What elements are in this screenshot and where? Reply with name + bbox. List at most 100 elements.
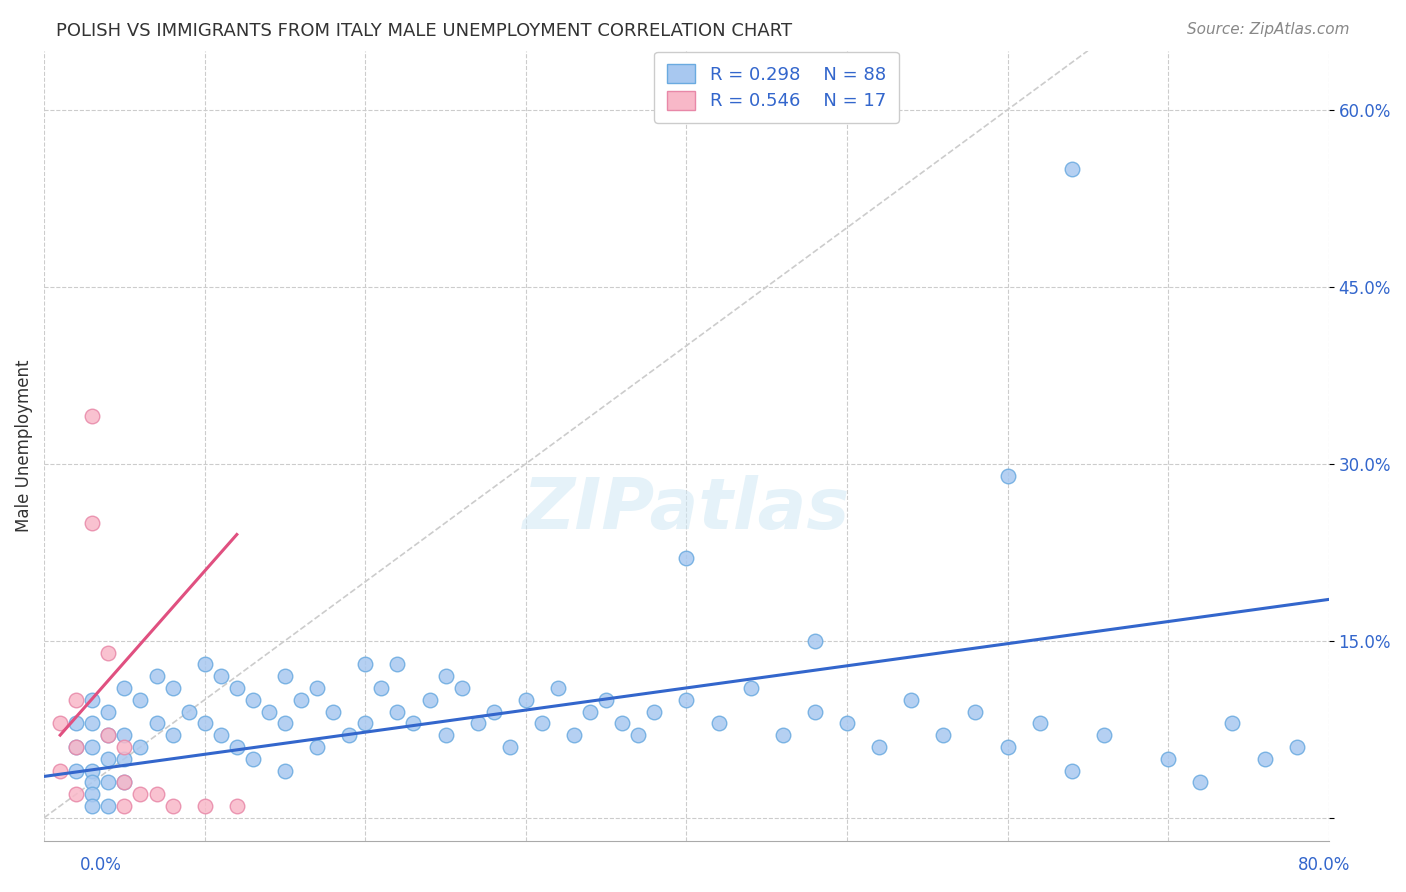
- Point: [97, 775, 120, 789]
- Point: [209, 669, 232, 683]
- Point: [82, 516, 104, 530]
- Point: [290, 692, 312, 706]
- Point: [82, 739, 104, 754]
- Point: [1060, 161, 1083, 176]
- Text: ZIPatlas: ZIPatlas: [523, 475, 851, 544]
- Point: [1189, 775, 1212, 789]
- Point: [627, 728, 650, 742]
- Point: [65, 692, 87, 706]
- Point: [97, 752, 120, 766]
- Point: [612, 716, 634, 731]
- Point: [65, 716, 87, 731]
- Point: [129, 739, 152, 754]
- Point: [49, 764, 72, 778]
- Point: [322, 705, 344, 719]
- Point: [129, 692, 152, 706]
- Point: [97, 798, 120, 813]
- Point: [65, 739, 87, 754]
- Point: [1092, 728, 1115, 742]
- Point: [499, 739, 522, 754]
- Point: [434, 728, 457, 742]
- Point: [482, 705, 505, 719]
- Text: 0.0%: 0.0%: [80, 855, 122, 873]
- Point: [242, 692, 264, 706]
- Y-axis label: Male Unemployment: Male Unemployment: [15, 359, 32, 533]
- Point: [804, 633, 827, 648]
- Point: [387, 705, 409, 719]
- Point: [274, 764, 297, 778]
- Point: [370, 681, 392, 695]
- Point: [740, 681, 762, 695]
- Text: POLISH VS IMMIGRANTS FROM ITALY MALE UNEMPLOYMENT CORRELATION CHART: POLISH VS IMMIGRANTS FROM ITALY MALE UNE…: [56, 22, 793, 40]
- Point: [82, 787, 104, 801]
- Point: [1285, 739, 1308, 754]
- Point: [547, 681, 569, 695]
- Point: [530, 716, 553, 731]
- Point: [387, 657, 409, 672]
- Point: [965, 705, 987, 719]
- Point: [1028, 716, 1050, 731]
- Point: [225, 798, 247, 813]
- Point: [112, 752, 135, 766]
- Point: [145, 716, 167, 731]
- Point: [835, 716, 858, 731]
- Point: [307, 739, 329, 754]
- Text: Source: ZipAtlas.com: Source: ZipAtlas.com: [1187, 22, 1350, 37]
- Point: [274, 716, 297, 731]
- Point: [643, 705, 665, 719]
- Point: [112, 775, 135, 789]
- Point: [145, 669, 167, 683]
- Point: [112, 728, 135, 742]
- Point: [1253, 752, 1275, 766]
- Point: [579, 705, 602, 719]
- Point: [868, 739, 890, 754]
- Point: [1157, 752, 1180, 766]
- Point: [900, 692, 922, 706]
- Point: [65, 764, 87, 778]
- Point: [675, 551, 697, 566]
- Point: [1222, 716, 1244, 731]
- Point: [97, 728, 120, 742]
- Point: [82, 692, 104, 706]
- Point: [82, 764, 104, 778]
- Text: 80.0%: 80.0%: [1298, 855, 1350, 873]
- Point: [162, 681, 184, 695]
- Point: [194, 798, 217, 813]
- Point: [997, 468, 1019, 483]
- Point: [354, 657, 377, 672]
- Point: [65, 739, 87, 754]
- Point: [112, 739, 135, 754]
- Point: [595, 692, 617, 706]
- Point: [65, 787, 87, 801]
- Point: [402, 716, 425, 731]
- Point: [274, 669, 297, 683]
- Point: [194, 716, 217, 731]
- Point: [112, 681, 135, 695]
- Point: [997, 739, 1019, 754]
- Point: [675, 692, 697, 706]
- Legend: R = 0.298    N = 88, R = 0.546    N = 17: R = 0.298 N = 88, R = 0.546 N = 17: [654, 52, 898, 123]
- Point: [1060, 764, 1083, 778]
- Point: [418, 692, 440, 706]
- Point: [145, 787, 167, 801]
- Point: [307, 681, 329, 695]
- Point: [129, 787, 152, 801]
- Point: [82, 798, 104, 813]
- Point: [354, 716, 377, 731]
- Point: [209, 728, 232, 742]
- Point: [82, 409, 104, 424]
- Point: [932, 728, 955, 742]
- Point: [337, 728, 360, 742]
- Point: [804, 705, 827, 719]
- Point: [112, 798, 135, 813]
- Point: [97, 728, 120, 742]
- Point: [434, 669, 457, 683]
- Point: [49, 716, 72, 731]
- Point: [467, 716, 489, 731]
- Point: [225, 739, 247, 754]
- Point: [162, 798, 184, 813]
- Point: [562, 728, 585, 742]
- Point: [82, 716, 104, 731]
- Point: [257, 705, 280, 719]
- Point: [97, 705, 120, 719]
